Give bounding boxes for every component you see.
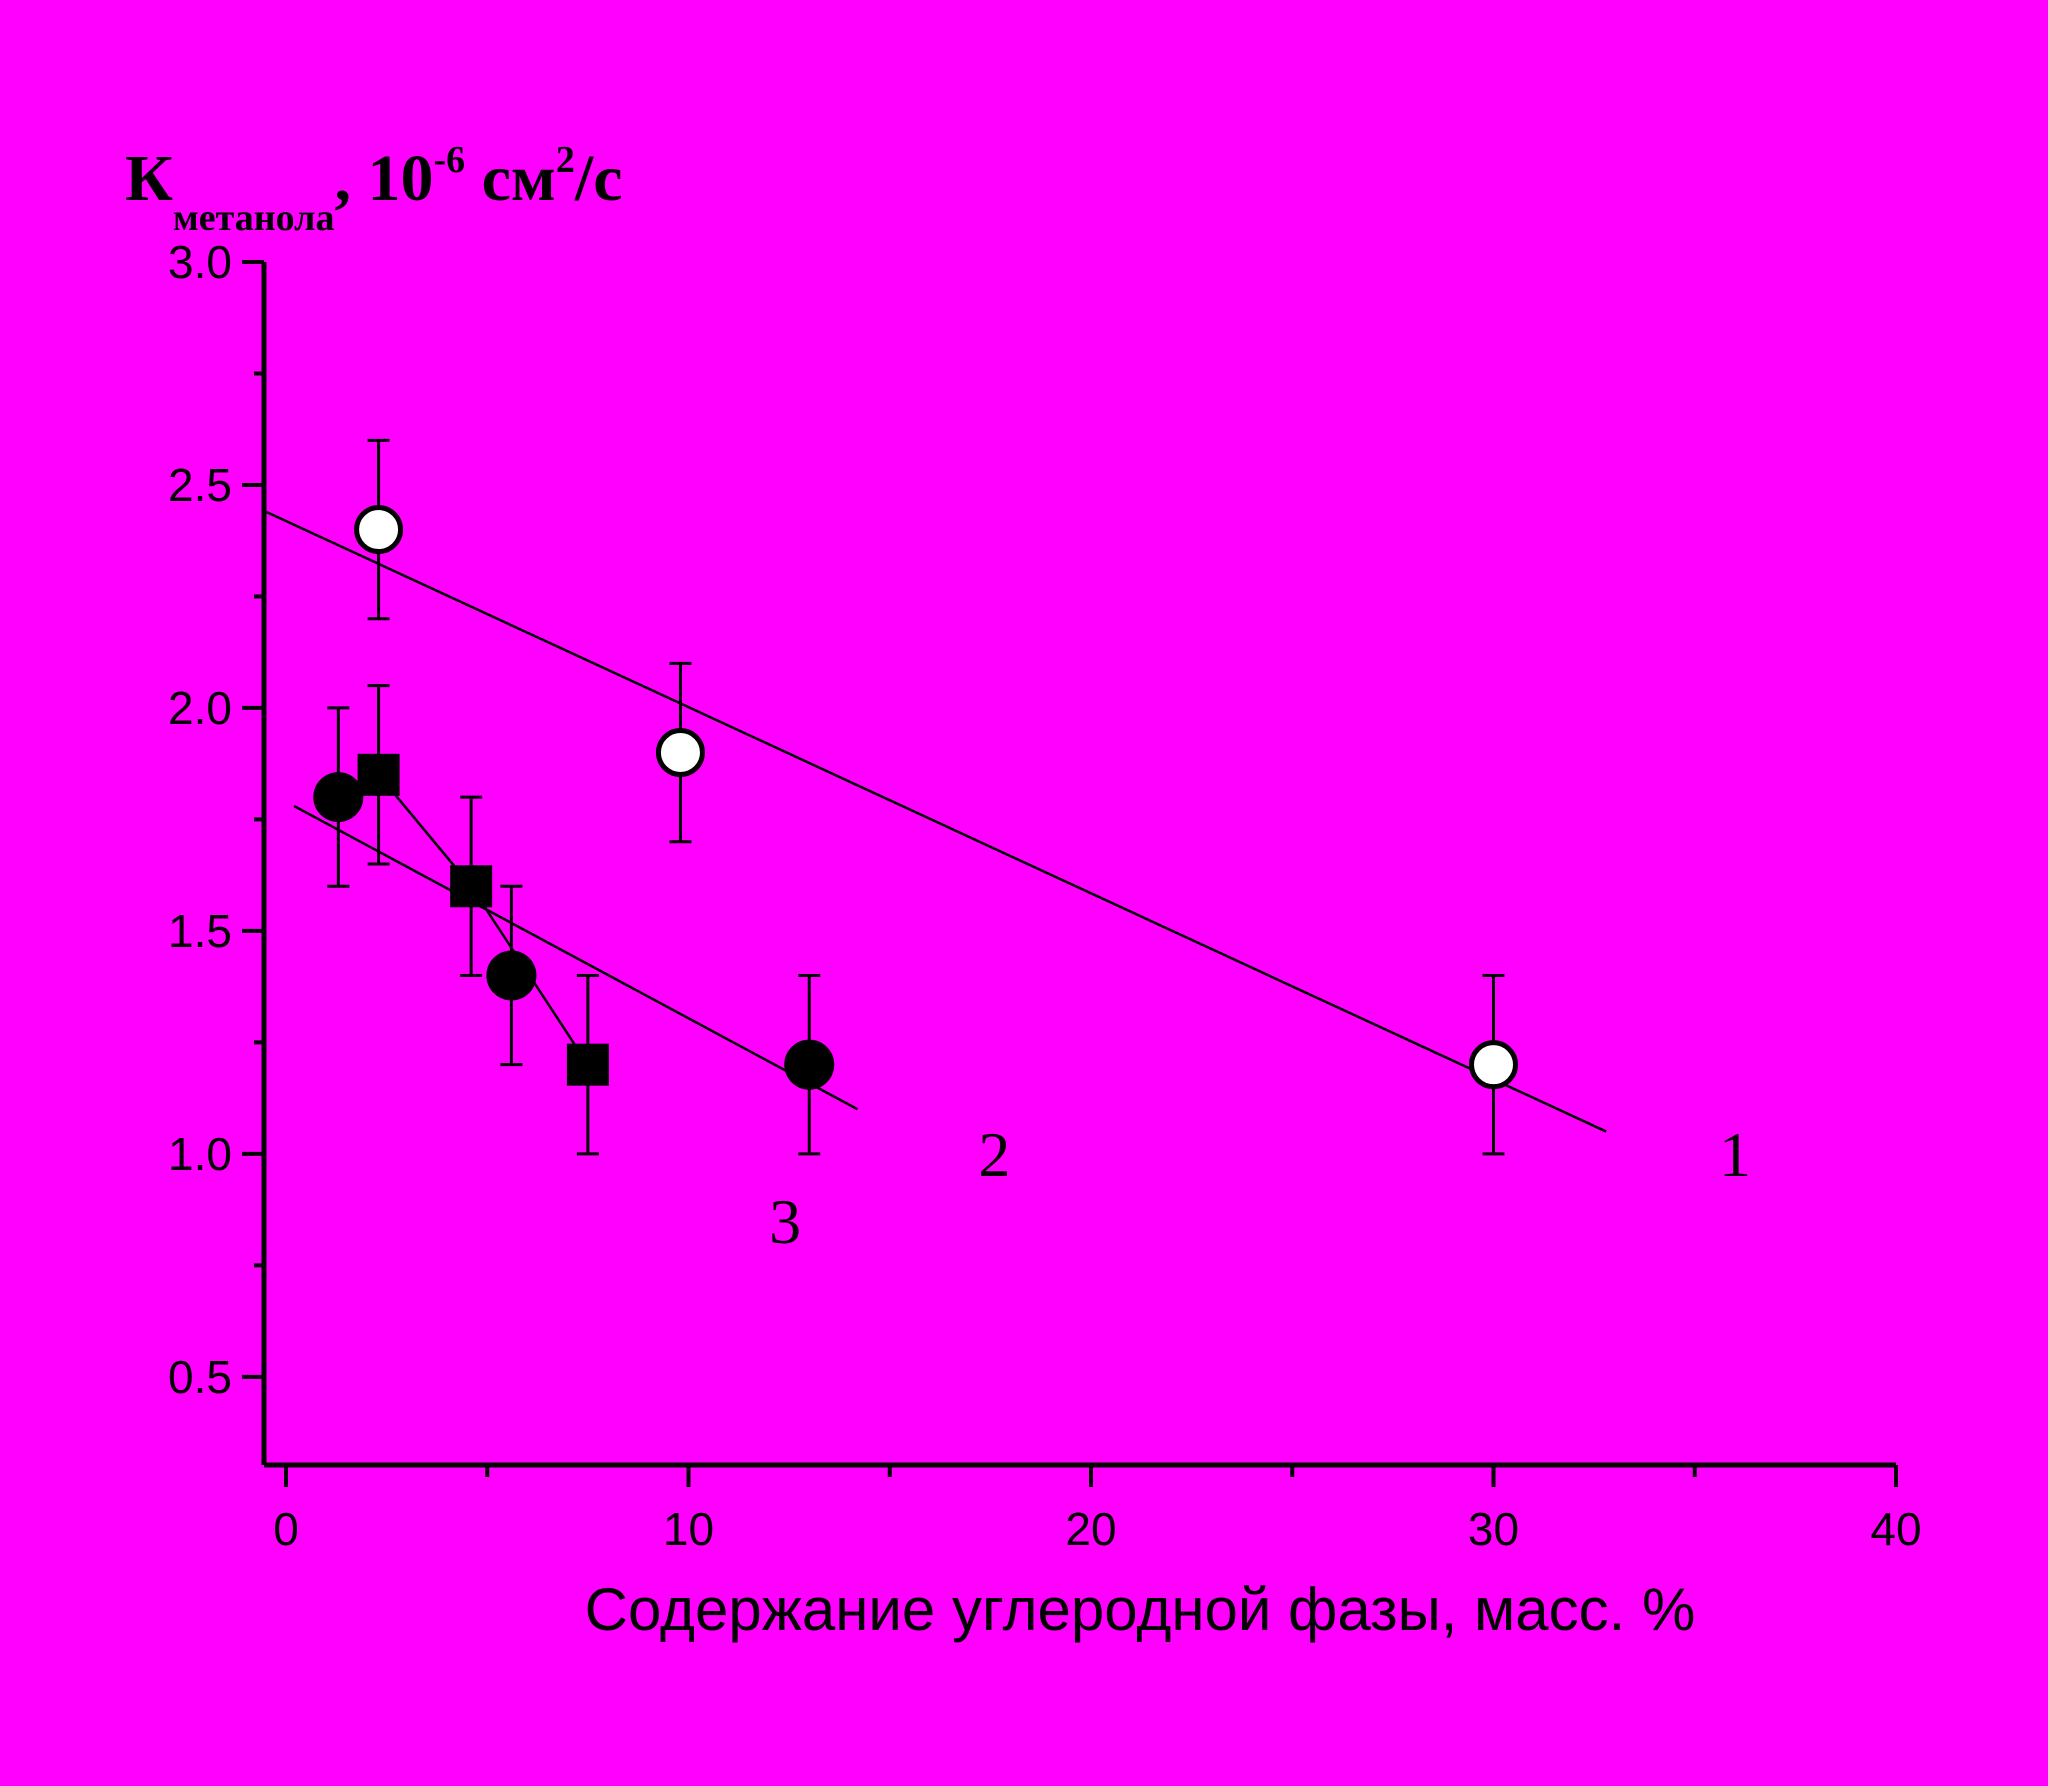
- x-axis-label: Содержание углеродной фазы, масс. %: [585, 1576, 1696, 1643]
- y-axis-label-units-end: /с: [574, 142, 623, 215]
- data-point-filled-circle: [486, 950, 537, 1001]
- y-tick-label: 1.5: [168, 905, 232, 957]
- data-point-open-circle: [354, 505, 404, 555]
- x-tick-label: 40: [1870, 1503, 1921, 1555]
- curve-label-3: 3: [769, 1186, 801, 1257]
- x-tick-label: 20: [1065, 1503, 1116, 1555]
- x-tick-label: 30: [1468, 1503, 1519, 1555]
- y-tick-label: 1.0: [168, 1128, 232, 1180]
- axes: [242, 260, 1898, 1487]
- curve-labels: 1 2 3: [769, 1119, 1751, 1257]
- y-tick-label: 2.5: [168, 459, 232, 511]
- y-axis-label-main: К: [125, 142, 173, 215]
- data-point-filled-circle: [313, 772, 364, 823]
- data-point-filled-square: [566, 1043, 609, 1086]
- fit-lines: [265, 510, 1607, 1133]
- y-axis-label: Кметанола, 10-6 см2/с: [125, 139, 623, 239]
- data-point-filled-circle: [784, 1039, 835, 1090]
- data-point-open-circle: [1469, 1040, 1518, 1090]
- y-axis-label-units-exp: 2: [556, 139, 575, 181]
- curve-label-2: 2: [978, 1119, 1010, 1190]
- tick-labels: 0.5 1.0 1.5 2.0 2.5 3.0 0 10 20 30 40: [168, 236, 1922, 1555]
- y-tick-label: 2.0: [168, 682, 232, 734]
- fit-line-2: [293, 804, 859, 1111]
- data-point-open-circle: [655, 728, 705, 778]
- data-point-filled-square: [357, 753, 400, 796]
- curve-label-1: 1: [1719, 1119, 1751, 1190]
- data-point-filled-square: [450, 865, 493, 908]
- y-axis-label-units-mid: см: [465, 142, 556, 215]
- markers: [313, 505, 1518, 1090]
- x-tick-label: 10: [663, 1503, 714, 1555]
- y-axis-label-subscript: метанола: [173, 197, 335, 239]
- y-tick-label: 3.0: [168, 236, 232, 288]
- fit-line-1: [265, 510, 1607, 1133]
- x-tick-label: 0: [273, 1503, 299, 1555]
- y-axis-label-units-prefix: , 10: [334, 142, 433, 215]
- y-tick-label: 0.5: [168, 1351, 232, 1403]
- y-axis-label-exponent: -6: [433, 139, 465, 181]
